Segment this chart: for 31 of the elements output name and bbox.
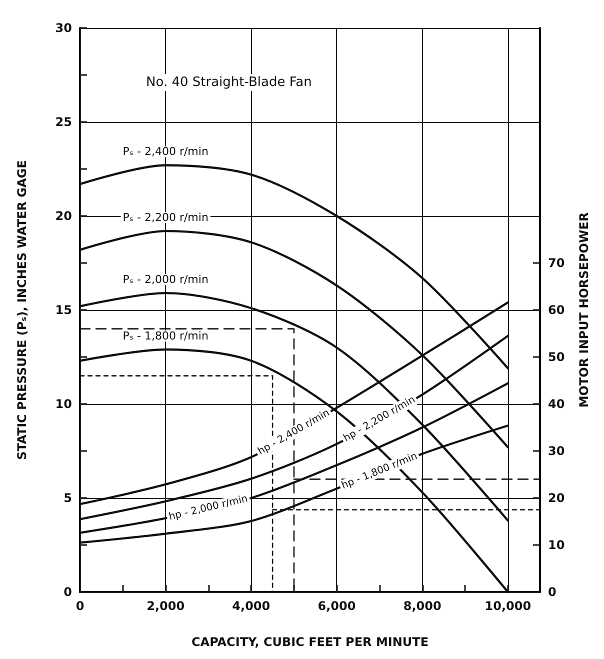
text: hp - 1,800 r/min <box>340 450 419 492</box>
y2-tick-label: 20 <box>548 491 565 505</box>
y2-tick-label: 60 <box>548 303 565 317</box>
y-tick-label: 30 <box>55 21 72 35</box>
x-axis-title: CAPACITY, CUBIC FEET PER MINUTE <box>191 635 429 649</box>
text: hp - 2,000 r/min <box>168 493 249 523</box>
annotation: No. 40 Straight-Blade Fan <box>146 75 312 90</box>
y2-tick-label: 70 <box>548 256 565 270</box>
y2-axis-title: MOTOR INPUT HORSEPOWER <box>577 212 591 408</box>
y-tick-label: 10 <box>55 397 72 411</box>
y2-tick-label: 40 <box>548 397 565 411</box>
x-tick-label: 6,000 <box>318 599 356 613</box>
series-label: Pₛ - 2,200 r/min <box>122 211 208 224</box>
y-tick-label: 25 <box>55 115 72 129</box>
y2-tick-label: 50 <box>548 350 565 364</box>
y-tick-label: 15 <box>55 303 72 317</box>
x-tick-label: 10,000 <box>484 599 532 613</box>
y-tick-label: 0 <box>64 585 72 599</box>
y-tick-label: 20 <box>55 209 72 223</box>
y2-tick-label: 0 <box>548 585 556 599</box>
y-tick-label: 5 <box>64 491 72 505</box>
series-label: Pₛ - 1,800 r/min <box>122 329 208 342</box>
series-label: Pₛ - 2,000 r/min <box>122 273 208 286</box>
y-axis-title: STATIC PRESSURE (Pₛ), INCHES WATER GAGE <box>15 160 29 460</box>
y2-tick-label: 30 <box>548 444 565 458</box>
x-tick-label: 2,000 <box>146 599 185 613</box>
x-tick-label: 4,000 <box>232 599 270 613</box>
x-tick-label: 0 <box>76 599 84 613</box>
x-tick-label: 8,000 <box>403 599 442 613</box>
series-label: Pₛ - 2,400 r/min <box>122 145 208 158</box>
y2-tick-label: 10 <box>548 538 565 552</box>
